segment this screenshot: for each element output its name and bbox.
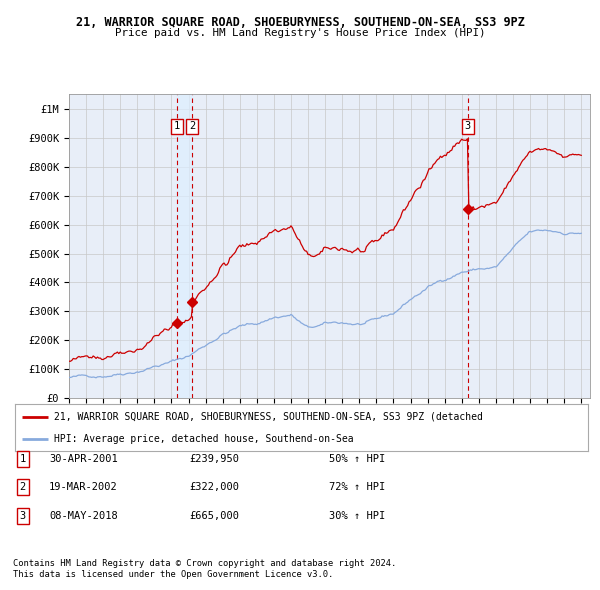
Text: 1: 1 — [174, 122, 180, 132]
Text: 3: 3 — [20, 511, 26, 520]
Text: Contains HM Land Registry data © Crown copyright and database right 2024.: Contains HM Land Registry data © Crown c… — [13, 559, 397, 568]
Text: 72% ↑ HPI: 72% ↑ HPI — [329, 483, 385, 492]
Bar — [177, 94, 192, 398]
Text: Price paid vs. HM Land Registry's House Price Index (HPI): Price paid vs. HM Land Registry's House … — [115, 28, 485, 38]
Text: This data is licensed under the Open Government Licence v3.0.: This data is licensed under the Open Gov… — [13, 571, 334, 579]
Text: 19-MAR-2002: 19-MAR-2002 — [49, 483, 118, 492]
Text: £322,000: £322,000 — [189, 483, 239, 492]
Text: 50% ↑ HPI: 50% ↑ HPI — [329, 454, 385, 464]
Text: 30% ↑ HPI: 30% ↑ HPI — [329, 511, 385, 520]
Text: 08-MAY-2018: 08-MAY-2018 — [49, 511, 118, 520]
Text: £665,000: £665,000 — [189, 511, 239, 520]
Text: £239,950: £239,950 — [189, 454, 239, 464]
Text: 30-APR-2001: 30-APR-2001 — [49, 454, 118, 464]
Text: 2: 2 — [20, 483, 26, 492]
Text: 1: 1 — [20, 454, 26, 464]
Text: 21, WARRIOR SQUARE ROAD, SHOEBURYNESS, SOUTHEND-ON-SEA, SS3 9PZ (detached: 21, WARRIOR SQUARE ROAD, SHOEBURYNESS, S… — [54, 412, 483, 422]
Text: 3: 3 — [465, 122, 471, 132]
Text: 2: 2 — [189, 122, 195, 132]
Text: HPI: Average price, detached house, Southend-on-Sea: HPI: Average price, detached house, Sout… — [54, 434, 353, 444]
Text: 21, WARRIOR SQUARE ROAD, SHOEBURYNESS, SOUTHEND-ON-SEA, SS3 9PZ: 21, WARRIOR SQUARE ROAD, SHOEBURYNESS, S… — [76, 16, 524, 29]
